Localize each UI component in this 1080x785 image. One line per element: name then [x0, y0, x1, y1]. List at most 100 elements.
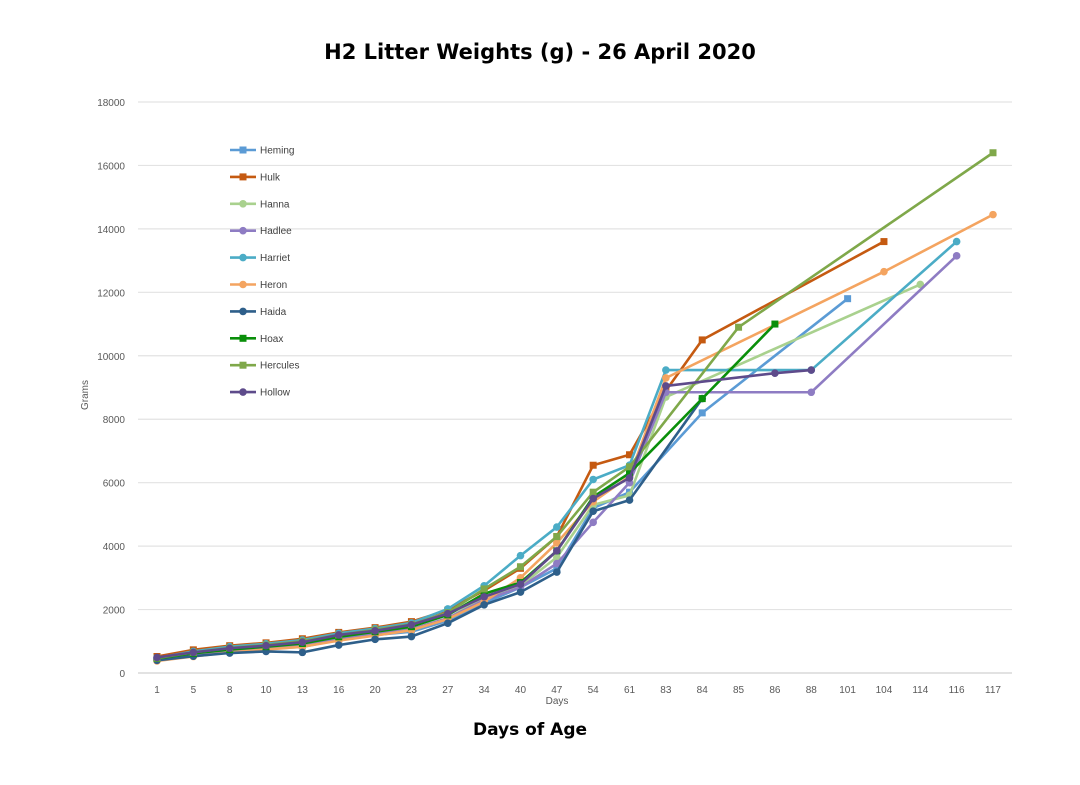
- legend-item: Harriet: [230, 253, 290, 264]
- y-tick-label: 12000: [97, 288, 125, 299]
- data-point: [625, 474, 634, 482]
- x-tick-label: 20: [370, 685, 382, 696]
- legend-label: Hulk: [260, 172, 281, 183]
- data-point: [553, 539, 561, 547]
- data-point: [516, 588, 525, 596]
- legend-item: Hanna: [230, 199, 290, 210]
- legend-item: Hoax: [230, 334, 283, 345]
- data-point: [625, 496, 634, 504]
- x-tick-label: 27: [442, 685, 454, 696]
- data-point: [553, 523, 561, 531]
- legend-marker: [239, 334, 247, 342]
- series-line: [156, 368, 812, 659]
- x-tick-label: 101: [839, 685, 856, 696]
- y-tick-label: 10000: [97, 352, 125, 363]
- x-axis-title: Days of Age: [472, 720, 588, 740]
- data-point: [225, 644, 234, 653]
- legend-label: Hollow: [260, 388, 291, 399]
- data-point: [589, 507, 597, 516]
- y-axis-title: Grams: [80, 380, 91, 410]
- data-point: [698, 336, 706, 344]
- data-point: [771, 320, 779, 328]
- data-point: [553, 533, 561, 541]
- x-axis-inner-label: Days: [546, 696, 569, 707]
- data-point: [589, 475, 597, 484]
- data-point: [662, 382, 670, 390]
- data-point: [589, 488, 597, 496]
- data-point: [443, 609, 452, 618]
- legend: Heming Hulk Hanna Hadlee Harriet Heron Haida Ho…: [230, 146, 299, 399]
- x-tick-label: 104: [876, 685, 893, 696]
- x-axis-ticks: 1 5 8 10 13 16 20 23 27 34 40 47 54 61 83 84 85 86 88 101 10…: [154, 685, 1001, 696]
- data-point: [989, 210, 997, 219]
- legend-marker: [239, 200, 247, 208]
- data-point: [371, 627, 379, 635]
- data-point: [589, 518, 597, 527]
- data-point: [480, 600, 488, 609]
- legend-marker: [239, 280, 247, 289]
- data-point: [662, 366, 670, 374]
- x-tick-label: 5: [191, 685, 197, 696]
- x-tick-label: 84: [697, 685, 709, 696]
- legend-label: Hercules: [260, 361, 299, 372]
- legend-marker: [239, 146, 247, 154]
- data-point: [952, 252, 961, 260]
- x-tick-label: 16: [333, 685, 345, 696]
- x-tick-label: 86: [769, 685, 781, 696]
- legend-item: Heron: [230, 280, 287, 291]
- data-point: [626, 463, 634, 471]
- gridlines: [138, 101, 1012, 674]
- data-point: [371, 635, 379, 644]
- x-tick-label: 85: [733, 685, 745, 696]
- data-point: [153, 653, 161, 662]
- data-point: [334, 641, 343, 649]
- data-point: [807, 366, 816, 374]
- y-tick-label: 6000: [103, 479, 126, 490]
- series-heron: [153, 210, 997, 665]
- x-tick-label: 23: [406, 685, 418, 696]
- y-tick-label: 4000: [103, 542, 126, 553]
- data-point: [516, 563, 524, 571]
- data-point: [553, 559, 561, 568]
- legend-item: Hollow: [230, 388, 291, 399]
- data-point: [553, 564, 561, 572]
- data-point: [771, 369, 779, 378]
- data-point: [443, 619, 452, 627]
- data-point: [735, 323, 743, 331]
- legend-item: Hercules: [230, 361, 299, 372]
- data-point: [880, 267, 888, 276]
- legend-marker: [239, 253, 247, 262]
- legend-marker: [239, 307, 247, 316]
- legend-label: Heming: [260, 146, 294, 157]
- series-heming: [153, 295, 852, 663]
- x-tick-label: 117: [985, 685, 1001, 696]
- series-line: [156, 297, 849, 661]
- data-point: [298, 638, 307, 647]
- series-harriet: [153, 237, 961, 662]
- y-tick-label: 18000: [97, 98, 125, 109]
- legend-item: Hadlee: [230, 226, 292, 237]
- legend-marker: [239, 226, 247, 235]
- series-lines: [153, 149, 997, 665]
- legend-label: Hoax: [260, 334, 283, 345]
- x-tick-label: 40: [515, 685, 527, 696]
- y-axis-ticks: 0 2000 4000 6000 8000 10000 12000 14000 16000 180…: [97, 98, 125, 680]
- data-point: [807, 388, 816, 397]
- data-point: [334, 631, 343, 639]
- data-point: [989, 149, 997, 157]
- legend-marker: [239, 388, 247, 396]
- data-point: [880, 238, 888, 246]
- y-tick-label: 14000: [97, 225, 125, 236]
- x-tick-label: 47: [551, 685, 563, 696]
- data-point: [626, 469, 634, 477]
- data-point: [516, 551, 525, 560]
- data-point: [662, 374, 670, 382]
- data-point: [407, 632, 416, 641]
- data-point: [589, 494, 597, 503]
- x-tick-label: 114: [912, 685, 928, 696]
- y-tick-label: 2000: [103, 606, 126, 617]
- legend-item: Hulk: [230, 172, 281, 183]
- data-point: [480, 593, 488, 601]
- legend-label: Hanna: [260, 199, 290, 210]
